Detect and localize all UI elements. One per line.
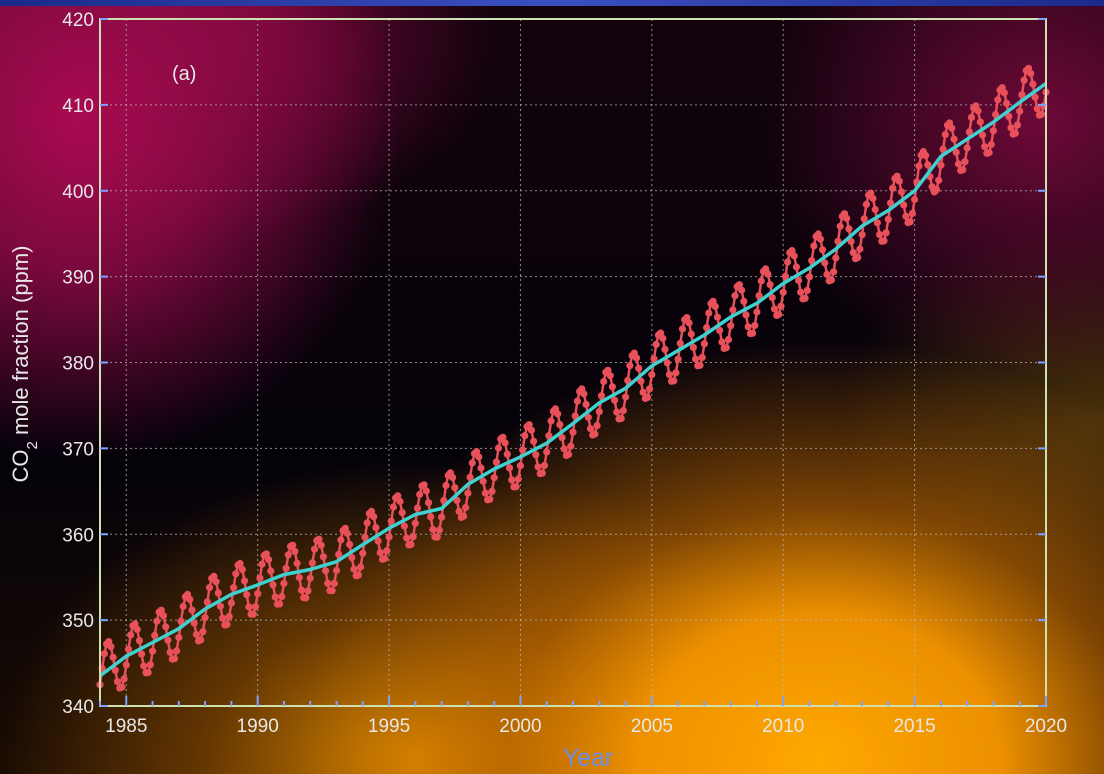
slide-top-bar [0,0,1104,6]
y-axis-label: CO2 mole fraction (ppm) [8,246,41,483]
x-axis-label: Year [563,744,614,772]
y-tick-label: 360 [62,525,94,546]
y-axis-label-sub: 2 [24,441,41,449]
x-tick-label: 2020 [1025,716,1067,737]
x-tick-label: 1995 [368,716,410,737]
grid-lines [100,19,1046,706]
monthly-line [98,66,1048,690]
trend-line [98,81,1048,678]
x-tick-label: 2010 [762,716,804,737]
x-tick-label: 2005 [631,716,673,737]
y-tick-label: 380 [62,354,94,375]
y-tick-label: 340 [62,697,94,718]
y-tick-label: 370 [62,439,94,460]
y-tick-label: 390 [62,268,94,289]
y-axis-ticks: 340 350 360 370 380 390 400 410 420 [62,10,1046,718]
y-axis-label-post: mole fraction (ppm) [8,246,33,442]
x-tick-label: 1985 [105,716,147,737]
x-tick-label: 1990 [237,716,279,737]
y-tick-label: 410 [62,96,94,117]
x-axis-ticks: 1985 1990 1995 2000 2005 2010 2015 2020 [99,696,1067,737]
y-axis-label-pre: CO [8,449,33,482]
monthly-series [96,64,1050,692]
y-tick-label: 400 [62,182,94,203]
y-tick-label: 350 [62,611,94,632]
trend-series [98,81,1048,678]
x-tick-label: 2015 [893,716,935,737]
y-tick-label: 420 [62,10,94,31]
x-tick-label: 2000 [499,716,541,737]
panel-label: (a) [172,63,196,85]
